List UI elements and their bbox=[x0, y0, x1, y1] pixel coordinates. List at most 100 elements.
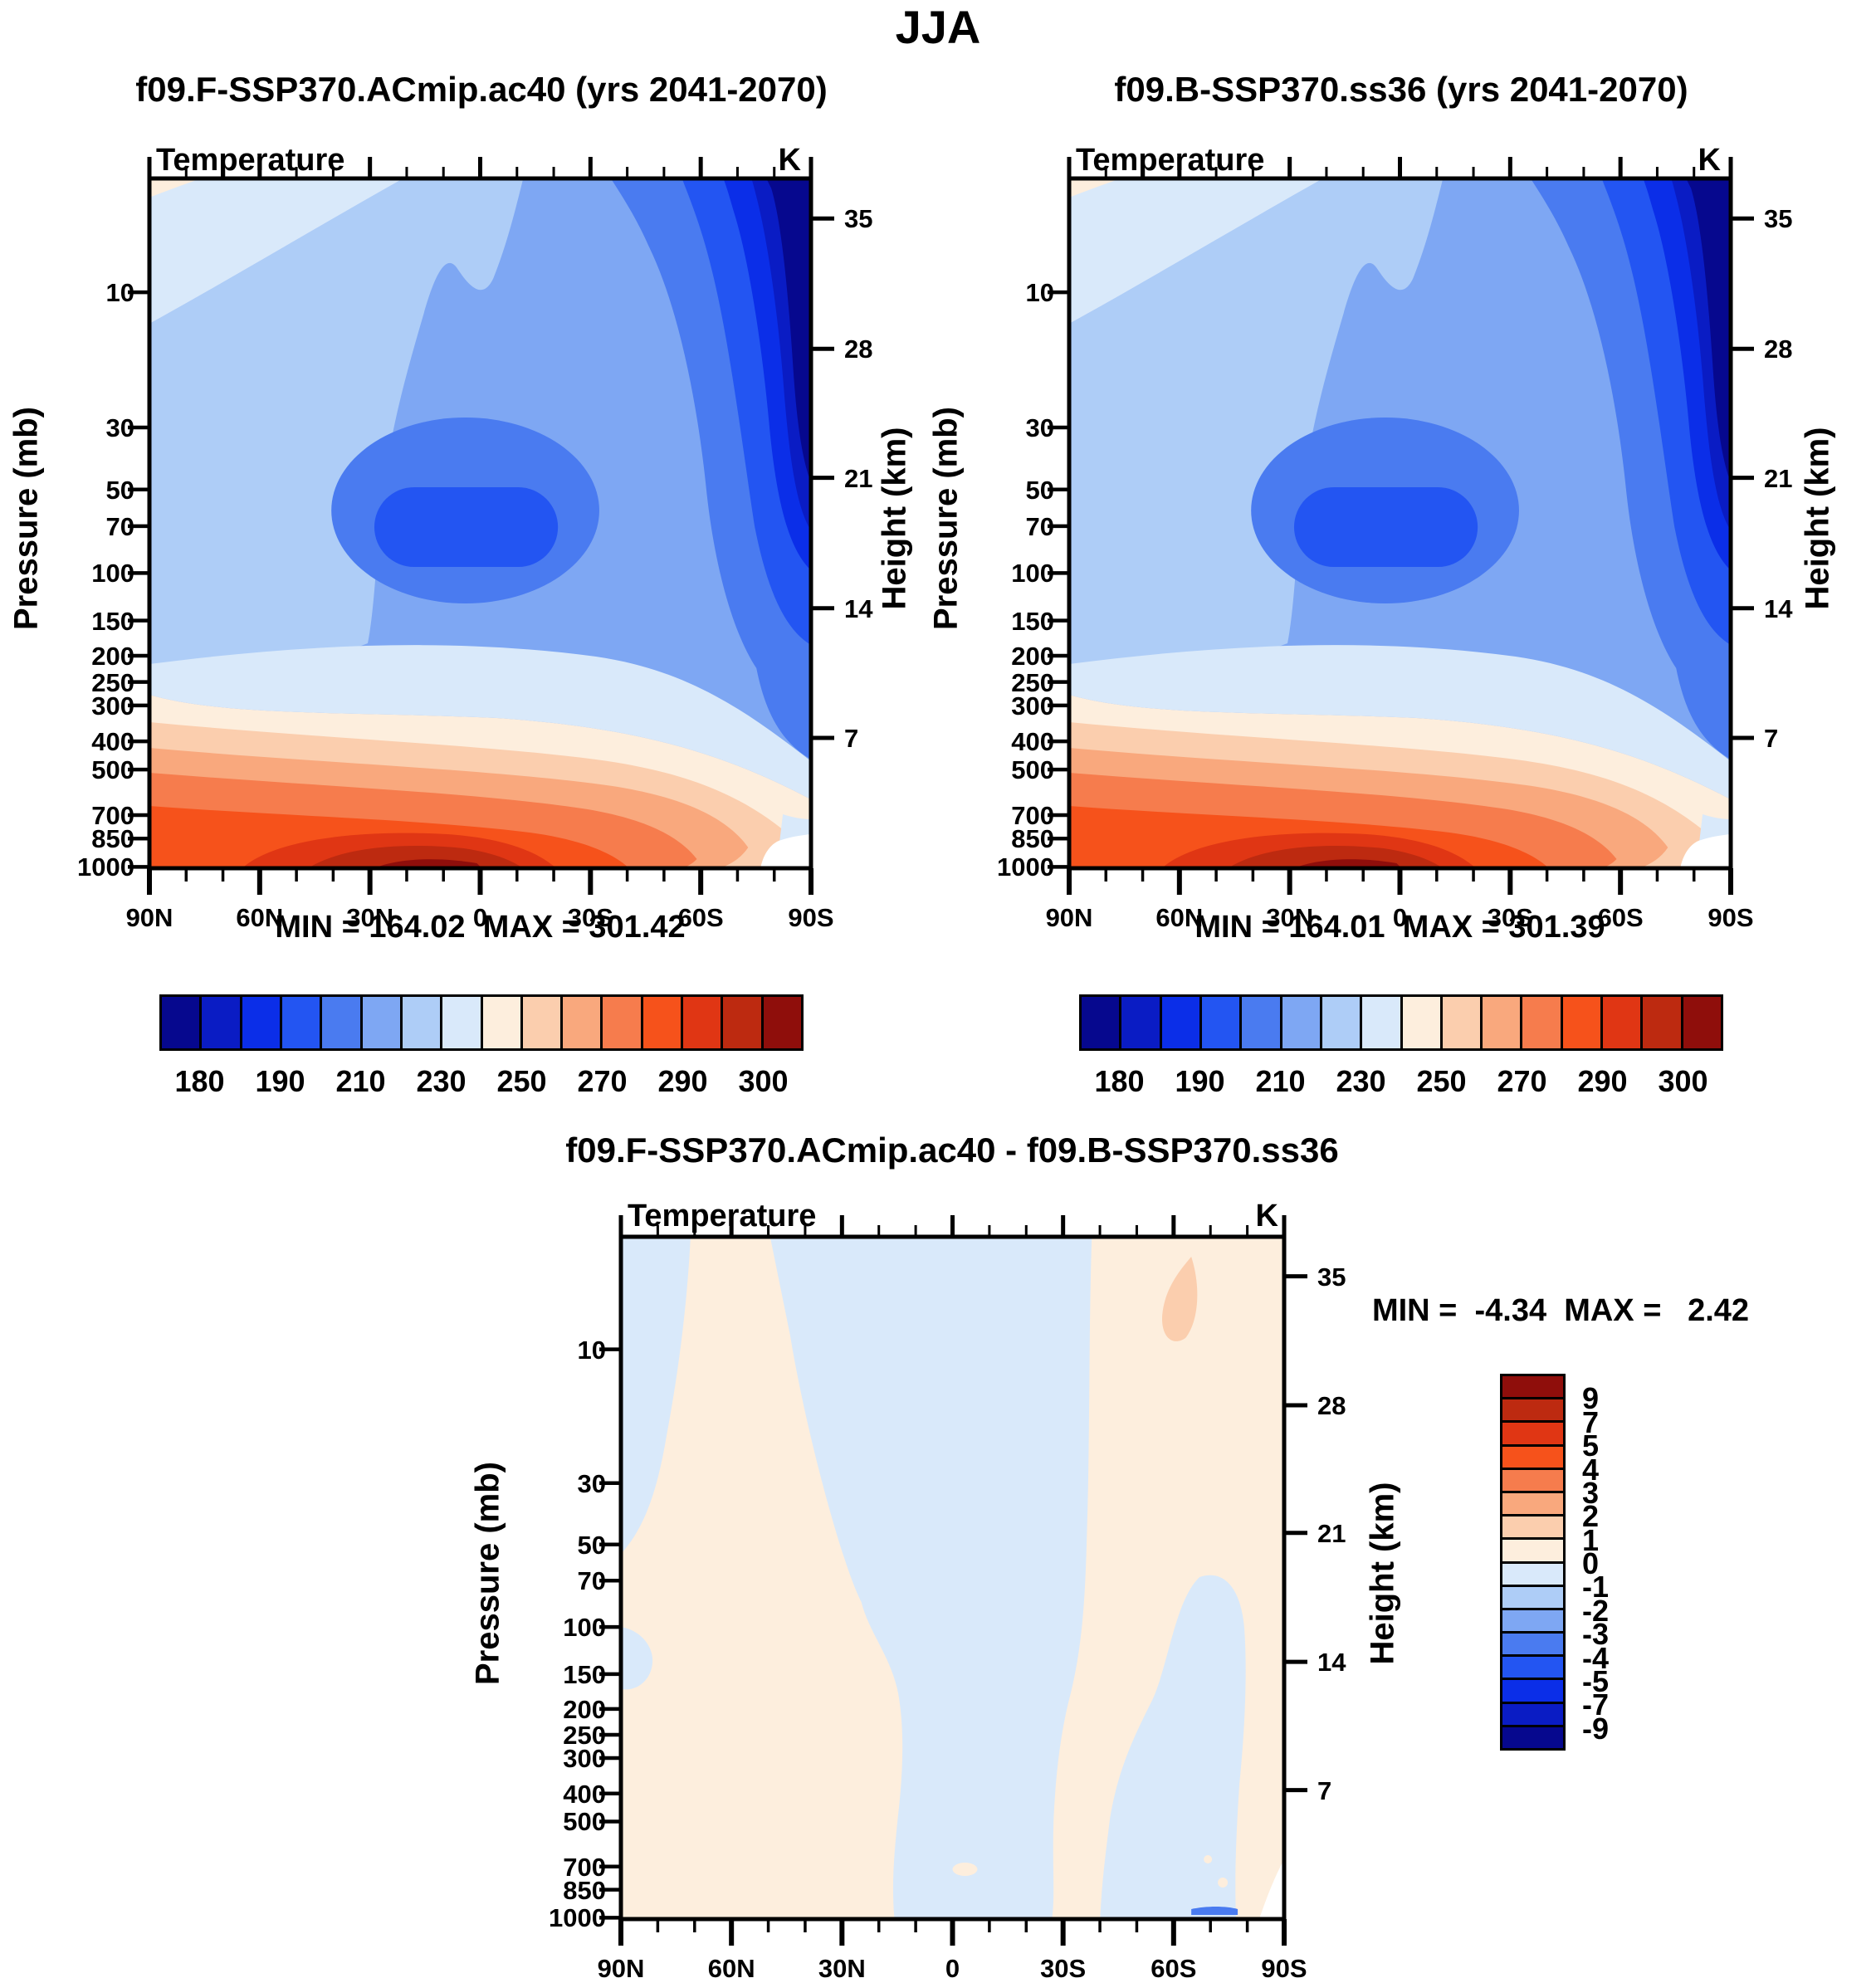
difference-colorbar-cell bbox=[1500, 1374, 1566, 1400]
temperature-colorbar-right-tick-label: 290 bbox=[1577, 1064, 1628, 1098]
top-right-pressure-tick-label: 10 bbox=[1025, 278, 1054, 308]
temperature-colorbar-left-cell bbox=[440, 994, 483, 1051]
bottom-pressure-tick-label: 1000 bbox=[549, 1903, 606, 1933]
top-left-pressure-tick-label: 700 bbox=[91, 801, 134, 830]
top-left-lat-tick-label: 0 bbox=[472, 903, 488, 932]
panel-top-left-units-label: K bbox=[778, 143, 801, 178]
temperature-colorbar-left-tick-label: 270 bbox=[577, 1064, 628, 1098]
temperature-colorbar-right-cell bbox=[1319, 994, 1363, 1051]
temperature-colorbar-right-cell bbox=[1520, 994, 1563, 1051]
temperature-colorbar-left-tick-label: 190 bbox=[255, 1064, 305, 1098]
difference-colorbar-tick-label: -3 bbox=[1582, 1617, 1610, 1652]
bottom-difference-field bbox=[621, 1237, 1284, 1919]
difference-colorbar-cell bbox=[1500, 1724, 1566, 1751]
temperature-colorbar-right-tick-label: 180 bbox=[1094, 1064, 1145, 1098]
temperature-colorbar-right-cell bbox=[1439, 994, 1483, 1051]
top-right-pressure-tick-label: 250 bbox=[1011, 667, 1054, 697]
top-right-height-tick-label: 35 bbox=[1764, 204, 1793, 234]
bottom-height-tick-label: 14 bbox=[1317, 1648, 1346, 1678]
temperature-colorbar-left-cell bbox=[239, 994, 282, 1051]
temperature-colorbar-right-cell bbox=[1600, 994, 1644, 1051]
top-left-pressure-tick-label: 500 bbox=[91, 755, 134, 785]
top-left-pressure-tick-label: 150 bbox=[91, 606, 134, 636]
temperature-colorbar-left bbox=[159, 994, 804, 1051]
difference-colorbar-cell bbox=[1500, 1631, 1566, 1658]
panel-bottom-variable-label: Temperature bbox=[628, 1199, 817, 1233]
bottom-height-tick-label: 7 bbox=[1317, 1775, 1332, 1805]
top-left-lat-tick-label: 60N bbox=[236, 903, 284, 932]
temperature-colorbar-left-cell bbox=[279, 994, 323, 1051]
temperature-colorbar-left-tick-label: 180 bbox=[174, 1064, 225, 1098]
top-right-pressure-tick-label: 1000 bbox=[997, 852, 1054, 882]
bottom-pressure-tick-label: 500 bbox=[563, 1807, 606, 1837]
panel-top-right-variable-label: Temperature bbox=[1076, 143, 1265, 178]
difference-colorbar-cell bbox=[1500, 1443, 1566, 1470]
temperature-colorbar-left-cell bbox=[520, 994, 564, 1051]
top-left-lat-tick-label: 90S bbox=[788, 903, 834, 932]
top-left-lat-tick-label: 30S bbox=[567, 903, 613, 932]
difference-colorbar-tick-label: -9 bbox=[1582, 1711, 1610, 1746]
top-left-height-tick-label: 7 bbox=[844, 723, 859, 753]
temperature-colorbar-left-tick-label: 230 bbox=[416, 1064, 467, 1098]
temperature-colorbar-right-cell bbox=[1119, 994, 1162, 1051]
top-left-field bbox=[149, 178, 811, 868]
temperature-colorbar-right-cell bbox=[1680, 994, 1723, 1051]
difference-colorbar-cell bbox=[1500, 1678, 1566, 1704]
top-right-pressure-tick-label: 200 bbox=[1011, 642, 1054, 672]
bottom-lat-tick-label: 60N bbox=[707, 1954, 755, 1978]
difference-colorbar-tick-label: 1 bbox=[1582, 1522, 1600, 1557]
top-right-field bbox=[1069, 178, 1731, 868]
temperature-colorbar-left-cell bbox=[640, 994, 684, 1051]
top-left-height-tick-label: 35 bbox=[844, 204, 873, 234]
bottom-pressure-tick-label: 400 bbox=[563, 1779, 606, 1809]
top-right-pressure-tick-label: 400 bbox=[1011, 727, 1054, 757]
bottom-pressure-tick-label: 30 bbox=[577, 1468, 606, 1498]
panel-top-right-height-axis-title: Height (km) bbox=[1799, 427, 1836, 610]
difference-colorbar-tick-label: -7 bbox=[1582, 1687, 1610, 1722]
top-right-height-tick-label: 7 bbox=[1764, 723, 1779, 753]
temperature-colorbar-left-cell bbox=[681, 994, 724, 1051]
temperature-colorbar-right-tick-label: 190 bbox=[1175, 1064, 1225, 1098]
top-left-pressure-tick-label: 850 bbox=[91, 824, 134, 854]
temperature-colorbar-right-cell bbox=[1239, 994, 1282, 1051]
top-left-height-tick-label: 14 bbox=[844, 593, 873, 623]
panel-top-left-title: f09.F-SSP370.ACmip.ac40 (yrs 2041-2070) bbox=[135, 70, 828, 109]
temperature-colorbar-left-tick-label: 210 bbox=[335, 1064, 386, 1098]
top-right-height-tick-label: 21 bbox=[1764, 463, 1793, 493]
difference-colorbar-cell bbox=[1500, 1420, 1566, 1447]
bottom-pressure-tick-label: 100 bbox=[563, 1613, 606, 1643]
bottom-pressure-tick-label: 50 bbox=[577, 1530, 606, 1560]
temperature-colorbar-right-cell bbox=[1360, 994, 1403, 1051]
temperature-colorbar-left-tick-label: 300 bbox=[738, 1064, 789, 1098]
panel-top-left-height-axis-title: Height (km) bbox=[876, 427, 913, 610]
temperature-colorbar-right-cell bbox=[1279, 994, 1322, 1051]
bottom-pressure-tick-label: 70 bbox=[577, 1566, 606, 1596]
top-left-height-tick-label: 28 bbox=[844, 335, 873, 364]
bottom-lat-tick-label: 60S bbox=[1151, 1954, 1197, 1978]
top-right-pressure-tick-label: 850 bbox=[1011, 824, 1054, 854]
bottom-lat-tick-label: 30N bbox=[818, 1954, 866, 1978]
top-left-pressure-tick-label: 1000 bbox=[77, 852, 134, 882]
temperature-contour-field bbox=[149, 178, 811, 868]
difference-colorbar-cell bbox=[1500, 1490, 1566, 1517]
top-right-pressure-tick-label: 30 bbox=[1025, 413, 1054, 442]
temperature-colorbar-left-cell bbox=[320, 994, 363, 1051]
panel-bottom-title: f09.F-SSP370.ACmip.ac40 - f09.B-SSP370.s… bbox=[565, 1131, 1339, 1170]
difference-colorbar bbox=[1500, 1374, 1566, 1751]
top-right-lat-tick-label: 90S bbox=[1707, 903, 1754, 932]
top-left-lat-tick-label: 60S bbox=[677, 903, 724, 932]
temperature-colorbar-left-cell bbox=[399, 994, 443, 1051]
difference-colorbar-tick-label: 9 bbox=[1582, 1381, 1600, 1416]
difference-colorbar-tick-label: -5 bbox=[1582, 1663, 1610, 1698]
panel-top-right-units-label: K bbox=[1698, 143, 1721, 178]
difference-colorbar-cell bbox=[1500, 1467, 1566, 1493]
bottom-lat-tick-label: 90S bbox=[1261, 1954, 1307, 1978]
bottom-pressure-tick-label: 150 bbox=[563, 1659, 606, 1689]
temperature-colorbar-right-tick-label: 230 bbox=[1336, 1064, 1386, 1098]
bottom-lat-tick-label: 30S bbox=[1040, 1954, 1087, 1978]
top-left-pressure-tick-label: 70 bbox=[105, 511, 134, 541]
difference-colorbar-cell bbox=[1500, 1514, 1566, 1541]
difference-colorbar-tick-label: 3 bbox=[1582, 1475, 1600, 1510]
temperature-colorbar-left-cell bbox=[199, 994, 242, 1051]
